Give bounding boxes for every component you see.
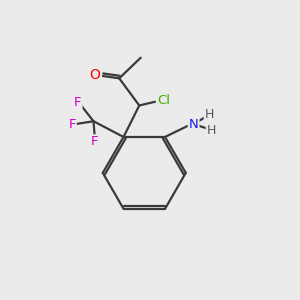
Text: Cl: Cl <box>157 94 170 107</box>
Text: F: F <box>74 96 82 109</box>
Text: F: F <box>68 118 76 130</box>
Text: N: N <box>189 118 199 130</box>
Text: H: H <box>207 124 216 137</box>
Text: H: H <box>205 108 214 122</box>
Text: F: F <box>91 135 99 148</box>
Text: O: O <box>89 68 100 82</box>
